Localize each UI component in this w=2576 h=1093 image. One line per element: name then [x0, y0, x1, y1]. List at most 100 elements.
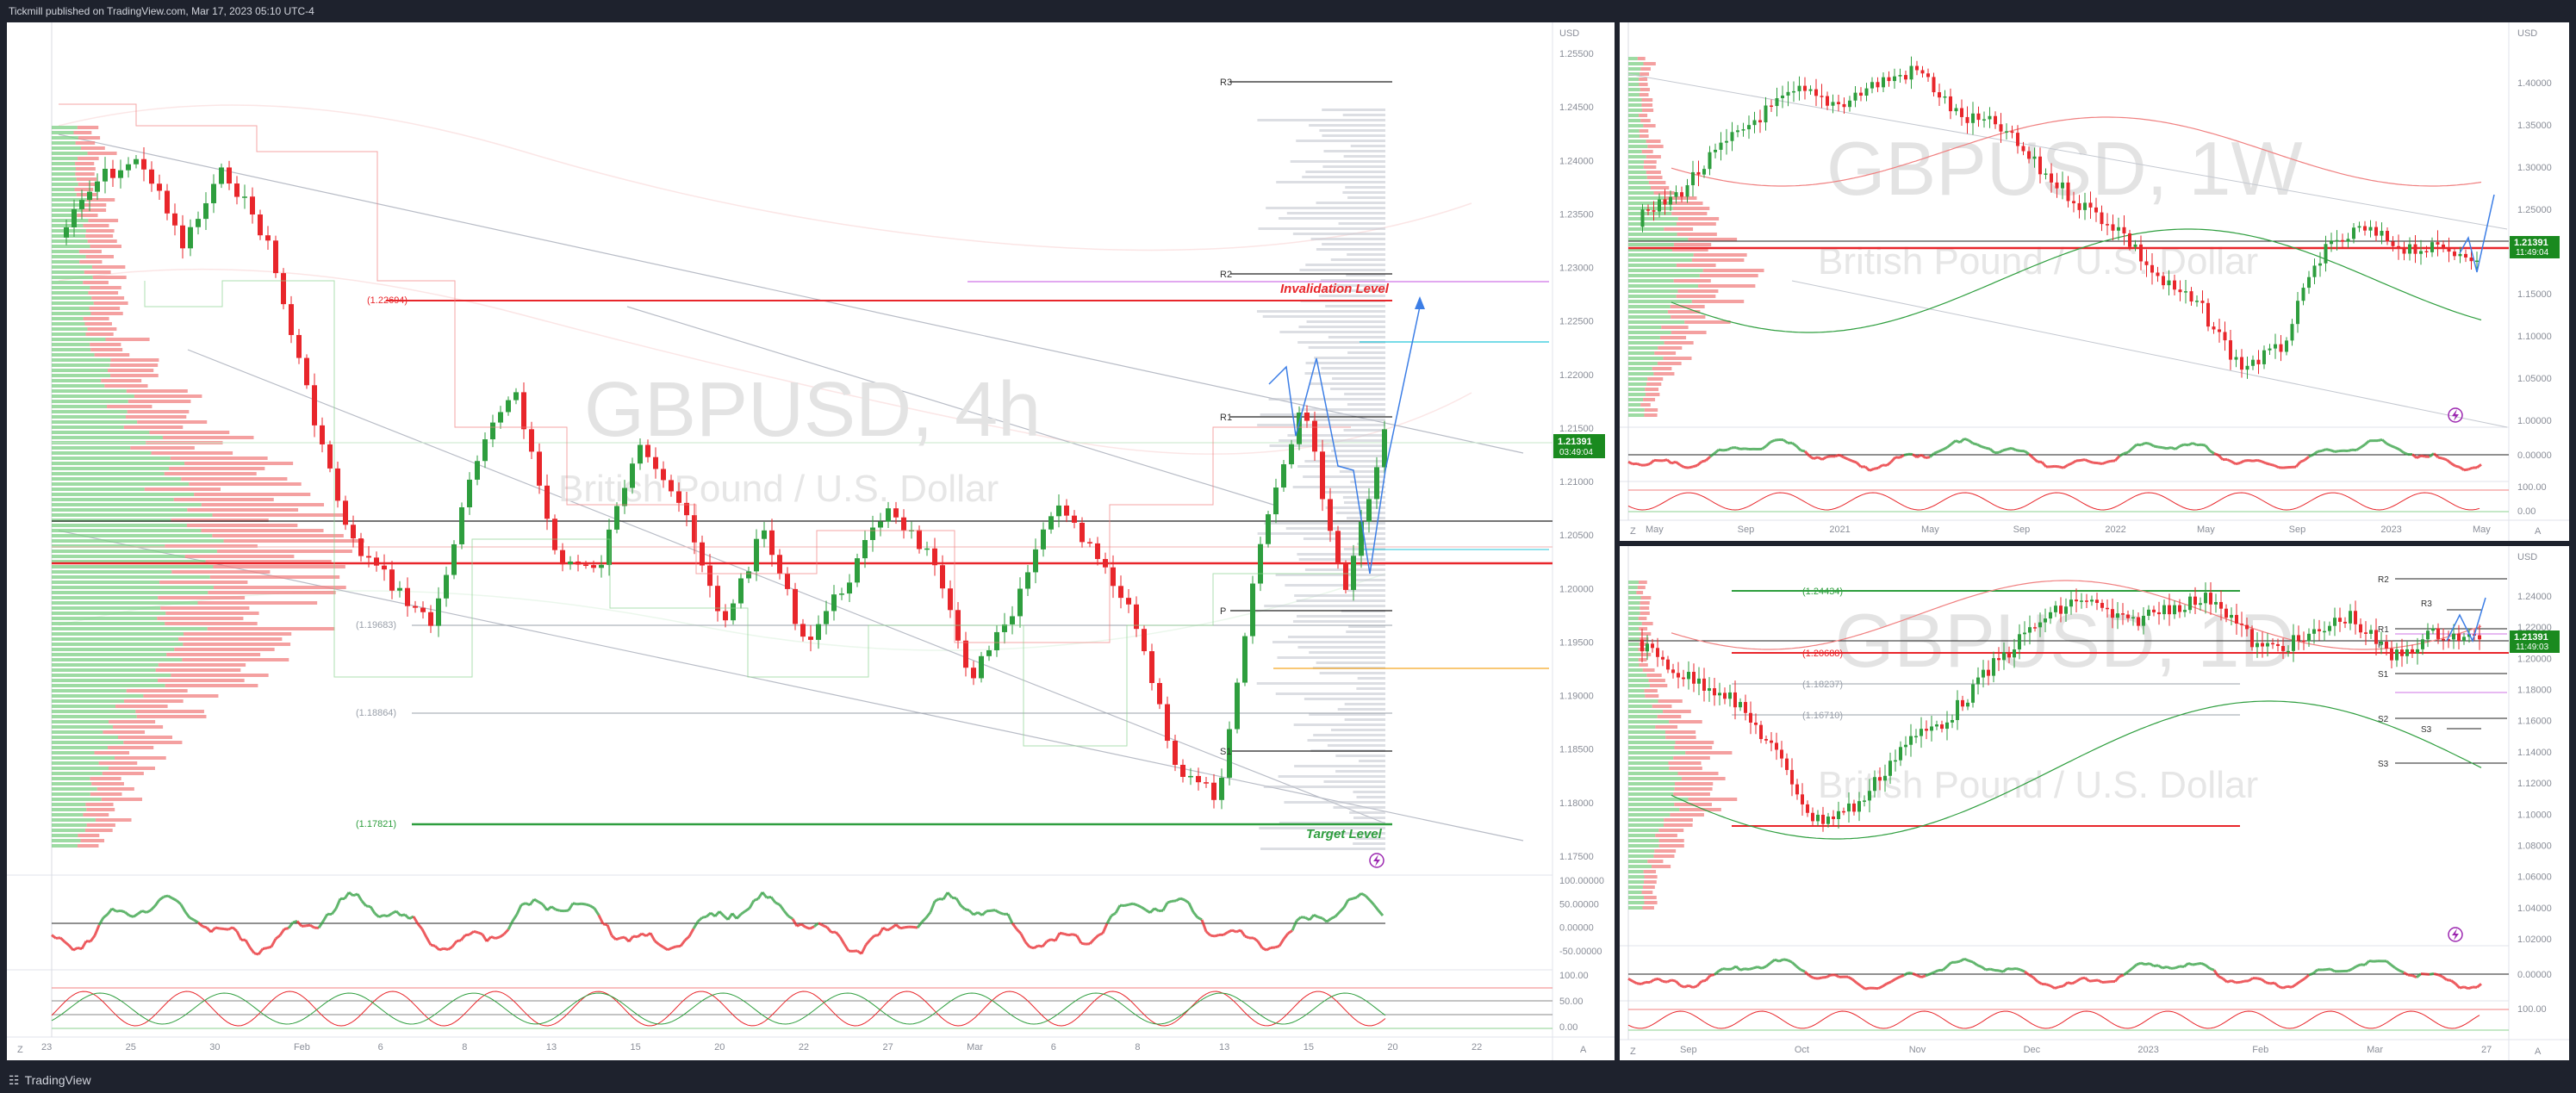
candle-body	[1749, 712, 1752, 723]
candle-body	[2100, 603, 2104, 608]
candle-body	[1149, 651, 1154, 684]
axis-tick: 1.19500	[1559, 637, 1594, 648]
candle-body	[2044, 173, 2048, 175]
axis-tick: 1.20500	[1559, 531, 1594, 541]
candle-body	[1708, 688, 1711, 691]
candle-body	[1747, 125, 1751, 130]
corner-a-1w[interactable]: A	[2535, 526, 2542, 537]
candle-body	[1801, 794, 1804, 804]
tradingview-logo[interactable]: ☷ TradingView	[9, 1073, 91, 1088]
chart-1d-canvas[interactable]: GBPUSD, 1D British Pound / U.S. Dollar (…	[1620, 546, 2569, 1060]
candle-body	[2235, 614, 2238, 624]
axis-tick: 22	[1472, 1042, 1482, 1053]
candle-body	[1951, 720, 1954, 723]
candles-1d	[1640, 582, 2481, 832]
price-tag-1d: 1.21391 11:49:03	[2510, 630, 2560, 653]
candle-body	[979, 655, 984, 679]
level-117821-label: (1.17821)	[356, 819, 396, 829]
chart-1w-canvas[interactable]: GBPUSD, 1W British Pound / U.S. Dollar U…	[1620, 22, 2569, 541]
candle-body	[1663, 199, 1667, 205]
chart-panel-1d[interactable]: GBPUSD, 1D British Pound / U.S. Dollar (…	[1620, 546, 2569, 1060]
candle-body	[2419, 251, 2423, 254]
axis-tick: 1.22500	[1559, 317, 1594, 327]
candle-body	[2064, 606, 2068, 614]
candle-body	[1842, 103, 1846, 108]
candle-body	[382, 565, 387, 570]
candle-body	[1741, 129, 1745, 131]
axis-tick: Oct	[1795, 1045, 1809, 1055]
candle-body	[2209, 593, 2212, 605]
axis-tick: 20	[714, 1042, 725, 1053]
candle-body	[428, 612, 433, 626]
volume-profile-1w	[1628, 57, 1764, 417]
candle-body	[2281, 645, 2285, 651]
candle-body	[2018, 634, 2021, 650]
candle-body	[1719, 142, 1723, 150]
axis-tick: 2023	[2380, 525, 2401, 535]
candle-body	[2214, 601, 2218, 605]
corner-z-1w[interactable]: Z	[1630, 526, 1636, 537]
candle-body	[1696, 171, 1701, 175]
candle-body	[2452, 633, 2455, 640]
candle-body	[2167, 280, 2171, 286]
candle-body	[2411, 649, 2414, 654]
candle-body	[2357, 226, 2361, 228]
level-118864-label: (1.18864)	[356, 708, 396, 718]
candle-body	[2206, 302, 2210, 327]
candle-body	[599, 564, 604, 568]
candle-body	[777, 555, 782, 574]
candle-body	[2457, 633, 2461, 642]
axis-tick: 1.08000	[2517, 841, 2552, 851]
axis-tick: 1.19000	[1559, 692, 1594, 702]
lightning-icon[interactable]	[2448, 927, 2463, 942]
brand-text: TradingView	[24, 1073, 91, 1087]
volume-profile-left	[52, 126, 364, 848]
candle-body	[2312, 265, 2317, 277]
candle-body	[1803, 85, 1807, 91]
candle-body	[1157, 683, 1162, 705]
candle-body	[2111, 609, 2114, 618]
lightning-icon[interactable]	[2448, 407, 2463, 423]
pivot-s1-label: S1	[1220, 747, 1231, 757]
candle-body	[72, 208, 77, 228]
candle-body	[901, 517, 906, 531]
corner-a-4h[interactable]: A	[1580, 1045, 1587, 1055]
candle-body	[692, 515, 697, 543]
axis-tick: 1.20000	[1559, 584, 1594, 594]
axis-tick: May	[2473, 525, 2491, 535]
lightning-icon[interactable]	[1369, 853, 1384, 868]
pivot-r1-label-1d: R1	[2378, 625, 2389, 635]
corner-z-1d[interactable]: Z	[1630, 1046, 1636, 1057]
candle-body	[552, 519, 557, 550]
candle-body	[2268, 348, 2272, 351]
candle-body	[2261, 643, 2264, 647]
candle-body	[2335, 239, 2339, 242]
candle-body	[1281, 464, 1286, 488]
chart-panel-4h[interactable]: GBPUSD, 4h British Pound / U.S. Dollar R…	[7, 22, 1615, 1060]
chart-panel-1w[interactable]: GBPUSD, 1W British Pound / U.S. Dollar U…	[1620, 22, 2569, 541]
candle-body	[1832, 817, 1835, 819]
candle-body	[924, 548, 930, 550]
candle-body	[1056, 505, 1061, 517]
candle-body	[2421, 639, 2424, 649]
candle-body	[2240, 624, 2243, 625]
watermark-desc-1d: British Pound / U.S. Dollar	[1818, 764, 2258, 806]
candle-body	[2292, 635, 2295, 651]
candle-body	[1002, 624, 1007, 632]
candle-body	[327, 444, 333, 469]
candle-body	[1899, 747, 1902, 761]
candle-body	[2266, 643, 2269, 647]
candle-body	[762, 530, 767, 539]
candle-body	[1733, 692, 1737, 708]
chart-4h-canvas[interactable]: GBPUSD, 4h British Pound / U.S. Dollar R…	[7, 22, 1615, 1060]
candle-body	[234, 183, 240, 197]
axis-tick: Nov	[1909, 1045, 1926, 1055]
candle-body	[2007, 652, 2011, 658]
corner-z-4h[interactable]: Z	[17, 1045, 23, 1055]
candle-body	[1687, 672, 1690, 680]
candle-body	[1945, 722, 1949, 730]
candle-body	[1297, 412, 1302, 444]
corner-a-1d[interactable]: A	[2535, 1046, 2542, 1057]
osc2-axis-4h: 100.00 50.00 0.00	[1559, 971, 1589, 1033]
candle-body	[296, 334, 302, 358]
